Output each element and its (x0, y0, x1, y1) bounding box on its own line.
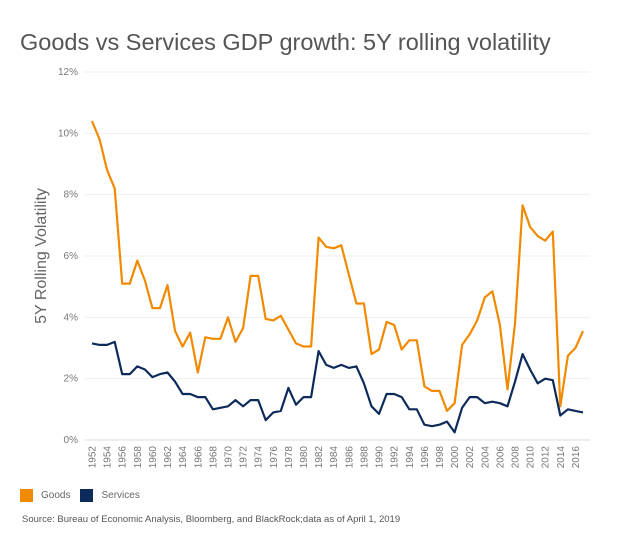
x-tick-label: 2010 (526, 446, 537, 469)
y-tick-label: 2% (64, 374, 79, 385)
y-axis-label: 5Y Rolling Volatility (33, 188, 50, 324)
x-tick-label: 2016 (571, 446, 582, 469)
x-tick-label: 1966 (193, 446, 204, 469)
x-tick-label: 1984 (329, 446, 340, 469)
x-tick-label: 1978 (284, 446, 295, 469)
legend: Goods Services (20, 489, 150, 502)
x-tick-label: 1974 (254, 446, 265, 469)
x-tick-label: 1964 (178, 446, 189, 469)
x-tick-label: 1960 (148, 446, 159, 469)
x-tick-label: 1994 (405, 446, 416, 469)
y-tick-label: 8% (64, 190, 79, 201)
x-tick-label: 1996 (420, 446, 431, 469)
x-tick-label: 1970 (223, 446, 234, 469)
y-tick-label: 0% (64, 435, 79, 446)
x-tick-label: 1992 (390, 446, 401, 469)
x-tick-label: 2000 (450, 446, 461, 469)
x-tick-label: 1998 (435, 446, 446, 469)
legend-label-goods: Goods (41, 490, 71, 501)
y-tick-label: 12% (58, 67, 78, 78)
x-tick-label: 1990 (375, 446, 386, 469)
x-tick-label: 1976 (269, 446, 280, 469)
x-tick-label: 1972 (239, 446, 250, 469)
series-line-services (91, 340, 584, 434)
x-tick-label: 1968 (208, 446, 219, 469)
y-tick-label: 10% (58, 128, 78, 139)
x-tick-label: 1956 (118, 446, 129, 469)
x-tick-label: 1962 (163, 446, 174, 469)
x-tick-label: 1980 (299, 446, 310, 469)
chart: Goods vs Services GDP growth: 5Y rolling… (20, 29, 590, 469)
x-tick-label: 1954 (103, 446, 114, 469)
x-tick-label: 1958 (133, 446, 144, 469)
x-tick-label: 2004 (480, 446, 491, 469)
x-tick-label: 2012 (541, 446, 552, 469)
y-tick-label: 6% (64, 251, 79, 262)
x-tick-label: 2008 (511, 446, 522, 469)
x-tick-label: 1988 (359, 446, 370, 469)
x-tick-label: 1982 (314, 446, 325, 469)
x-tick-label: 2002 (465, 446, 476, 469)
chart-title: Goods vs Services GDP growth: 5Y rolling… (20, 29, 551, 55)
x-tick-label: 1952 (88, 446, 99, 469)
series-line-goods (90, 120, 585, 412)
y-tick-label: 4% (64, 312, 79, 323)
x-tick-label: 2006 (495, 446, 506, 469)
legend-swatch-goods (20, 489, 33, 502)
legend-label-services: Services (101, 490, 140, 501)
x-tick-label: 1986 (344, 446, 355, 469)
source-note: Source: Bureau of Economic Analysis, Blo… (22, 514, 401, 525)
x-tick-label: 2014 (556, 446, 567, 469)
legend-swatch-services (80, 489, 94, 502)
